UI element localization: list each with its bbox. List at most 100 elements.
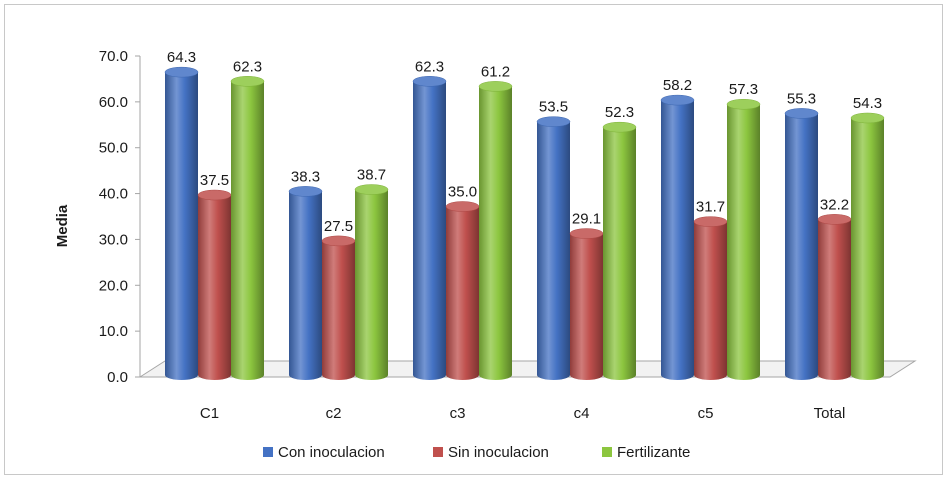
data-label: 54.3 xyxy=(853,95,882,112)
legend-label: Sin inoculacion xyxy=(448,444,549,461)
data-label: 53.5 xyxy=(539,99,568,116)
bar-top xyxy=(569,228,604,239)
y-tick-label: 30.0 xyxy=(99,231,128,248)
legend-swatch xyxy=(602,447,612,457)
bar-top xyxy=(660,94,695,106)
bar-c3-fertilizante xyxy=(478,81,513,381)
bar-body xyxy=(570,233,603,380)
y-axis-title: Media xyxy=(54,204,71,247)
data-label: 38.3 xyxy=(291,168,320,185)
legend-item: Con inoculacion xyxy=(263,444,385,461)
bar-top xyxy=(693,216,728,227)
x-category-label: C1 xyxy=(200,405,219,422)
bar-C1-con-inoculacion xyxy=(164,66,199,380)
bar-c3-sin-inoculacion xyxy=(445,201,480,380)
bar-top xyxy=(784,108,819,119)
bar-body xyxy=(355,189,388,380)
bar-top xyxy=(164,66,199,78)
data-label: 38.7 xyxy=(357,167,386,184)
bar-Total-sin-inoculacion xyxy=(817,214,852,380)
bar-c4-con-inoculacion xyxy=(536,116,571,381)
bar-top xyxy=(850,112,885,124)
bar-top xyxy=(817,214,852,225)
bar-Total-con-inoculacion xyxy=(784,108,819,380)
bar-top xyxy=(726,98,761,110)
bar-body xyxy=(727,104,760,380)
bar-Total-fertilizante xyxy=(850,112,885,380)
y-tick-label: 60.0 xyxy=(99,94,128,111)
bar-chart: 0.0 10.0 20.0 30.0 40.0 50.0 60.0 70.0 64.3 37.5… xyxy=(54,48,917,461)
x-category-label: c2 xyxy=(326,405,342,422)
bar-top xyxy=(445,201,480,212)
bar-body xyxy=(413,81,446,380)
bar-body xyxy=(322,240,355,380)
legend-label: Con inoculacion xyxy=(278,444,385,461)
chart-frame: 0.0 10.0 20.0 30.0 40.0 50.0 60.0 70.0 64.3 37.5… xyxy=(4,4,943,475)
data-label: 35.0 xyxy=(448,184,477,201)
y-axis: 0.0 10.0 20.0 30.0 40.0 50.0 60.0 70.0 xyxy=(99,48,141,386)
bar-c4-sin-inoculacion xyxy=(569,228,604,380)
legend-swatch xyxy=(263,447,273,457)
data-label: 62.3 xyxy=(415,58,444,75)
x-category-label: c4 xyxy=(574,405,590,422)
bar-body xyxy=(785,113,818,380)
bar-c5-fertilizante xyxy=(726,98,761,380)
data-label: 57.3 xyxy=(729,81,758,98)
bar-c5-sin-inoculacion xyxy=(693,216,728,380)
bar-top xyxy=(197,189,232,201)
bar-top xyxy=(288,186,323,197)
bar-body xyxy=(818,219,851,380)
legend-item: Fertilizante xyxy=(602,444,690,461)
bar-body xyxy=(694,221,727,380)
x-category-label: Total xyxy=(814,405,846,422)
bar-body xyxy=(537,121,570,381)
bar-body xyxy=(165,72,198,380)
data-label: 32.2 xyxy=(820,196,849,213)
bar-top xyxy=(321,235,356,247)
y-tick-label: 10.0 xyxy=(99,323,128,340)
data-label: 52.3 xyxy=(605,104,634,121)
data-label: 58.2 xyxy=(663,77,692,94)
y-tick-label: 50.0 xyxy=(99,140,128,157)
bar-top xyxy=(478,81,513,92)
bar-top xyxy=(536,116,571,127)
data-label: 55.3 xyxy=(787,90,816,107)
y-tick-label: 40.0 xyxy=(99,186,128,203)
bar-C1-sin-inoculacion xyxy=(197,189,232,380)
data-label: 29.1 xyxy=(572,211,601,228)
bar-body xyxy=(851,117,884,380)
x-axis: C1 c2 c3 c4 c5 Total xyxy=(200,405,845,422)
legend: Con inoculacion Sin inoculacion Fertilizan… xyxy=(263,444,690,461)
bar-c3-con-inoculacion xyxy=(412,76,447,380)
bar-c5-con-inoculacion xyxy=(660,94,695,381)
legend-swatch xyxy=(433,447,443,457)
legend-item: Sin inoculacion xyxy=(433,444,549,461)
bar-body xyxy=(231,81,264,380)
bar-body xyxy=(661,100,694,381)
data-label: 61.2 xyxy=(481,63,510,80)
bar-c2-fertilizante xyxy=(354,184,389,380)
bar-top xyxy=(354,184,389,195)
y-tick-label: 70.0 xyxy=(99,48,128,65)
bar-body xyxy=(446,206,479,380)
y-tick-label: 20.0 xyxy=(99,277,128,294)
bar-C1-fertilizante xyxy=(230,76,265,380)
data-label: 37.5 xyxy=(200,172,229,189)
data-labels: 64.3 37.5 62.3 38.3 27.5 38.7 62.3 35.0 61.2 53.5… xyxy=(167,49,882,235)
bar-top xyxy=(230,76,265,87)
bar-top xyxy=(602,121,637,133)
x-category-label: c3 xyxy=(450,405,466,422)
data-label: 64.3 xyxy=(167,49,196,66)
bar-body xyxy=(479,86,512,381)
bar-c2-sin-inoculacion xyxy=(321,235,356,380)
x-category-label: c5 xyxy=(698,405,714,422)
bar-c4-fertilizante xyxy=(602,121,637,380)
bar-body xyxy=(603,127,636,380)
legend-label: Fertilizante xyxy=(617,444,690,461)
bars xyxy=(164,66,885,381)
bar-c2-con-inoculacion xyxy=(288,186,323,380)
bar-body xyxy=(289,191,322,380)
y-tick-label: 0.0 xyxy=(107,369,128,386)
bar-body xyxy=(198,195,231,380)
data-label: 31.7 xyxy=(696,199,725,216)
